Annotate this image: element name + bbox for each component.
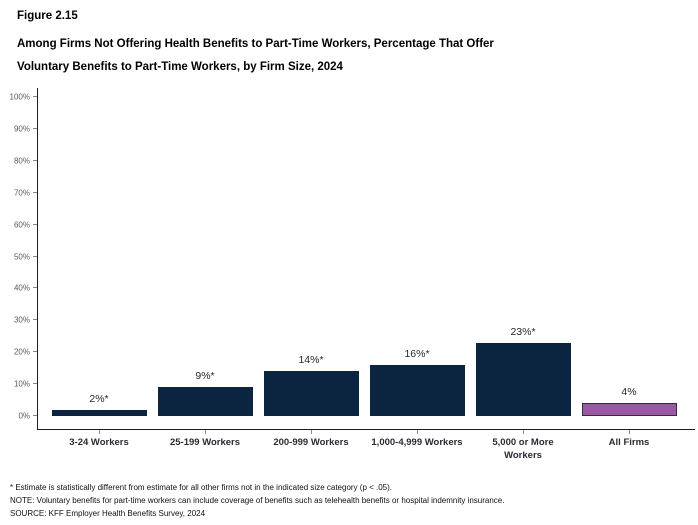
y-tick-label: 50% <box>13 252 30 261</box>
y-tick-label: 0% <box>18 411 30 421</box>
bar-value-label: 14%* <box>298 354 324 367</box>
bar-default <box>369 364 465 416</box>
x-category-label: 5,000 or More Workers <box>470 436 576 462</box>
x-category-label-text: All Firms <box>608 437 650 448</box>
bar-highlight <box>581 403 677 416</box>
x-category-label: 200-999 Workers <box>258 436 364 462</box>
footnote-note: NOTE: Voluntary benefits for part-time w… <box>10 496 505 505</box>
y-tick-mark <box>33 127 37 129</box>
y-tick-mark <box>33 255 37 257</box>
x-axis-ticks <box>46 429 682 434</box>
figure-title-line-1: Among Firms Not Offering Health Benefits… <box>17 38 494 50</box>
figure-number: Figure 2.15 <box>17 10 78 22</box>
bar-slot: 9%* <box>152 370 258 416</box>
bars-row: 2%* 9%* 14%* 16%* 23%* 4% <box>46 88 682 416</box>
x-tick-mark <box>523 430 524 434</box>
y-tick-label: 60% <box>13 220 30 230</box>
figure-header: Figure 2.15 Among Firms Not Offering Hea… <box>17 10 687 79</box>
x-category-label: All Firms <box>576 436 682 462</box>
x-category-label-text: 1,000-4,999 Workers <box>371 437 463 448</box>
bar-slot: 2%* <box>46 393 152 416</box>
bar-default <box>263 371 359 416</box>
bar-value-label: 16%* <box>404 347 430 360</box>
y-tick-mark <box>33 159 37 161</box>
bar-slot: 4% <box>576 386 682 416</box>
bar-value-label: 23%* <box>510 325 536 338</box>
bar-default <box>475 342 571 416</box>
bar-value-label: 2%* <box>89 392 109 405</box>
x-category-label-text: 200-999 Workers <box>273 437 349 448</box>
x-category-label: 25-199 Workers <box>152 436 258 462</box>
footnote-source: SOURCE: KFF Employer Health Benefits Sur… <box>10 509 206 518</box>
y-tick-label: 30% <box>13 315 30 325</box>
x-category-label: 1,000-4,999 Workers <box>364 436 470 462</box>
bar-slot: 14%* <box>258 354 364 416</box>
y-tick-label: 90% <box>13 124 30 134</box>
bar-value-label: 4% <box>621 386 637 399</box>
bar-slot: 16%* <box>364 348 470 416</box>
bar-slot: 23%* <box>470 326 576 416</box>
x-tick-mark <box>311 430 312 434</box>
x-category-label-text: 3-24 Workers <box>69 437 129 448</box>
x-tick-mark <box>205 430 206 434</box>
x-category-label: 3-24 Workers <box>46 436 152 462</box>
x-tick-mark <box>629 430 630 434</box>
y-tick-mark <box>33 351 37 353</box>
x-tick-mark <box>99 430 100 434</box>
y-tick-label: 40% <box>13 283 30 293</box>
y-tick-label: 80% <box>13 156 30 166</box>
y-tick-label: 70% <box>13 188 30 198</box>
x-tick-mark <box>417 430 418 434</box>
bar-value-label: 9%* <box>195 370 215 383</box>
y-tick-mark <box>33 96 37 97</box>
y-tick-mark <box>33 319 37 321</box>
y-tick-label: 100% <box>9 92 30 102</box>
x-category-label-text: 5,000 or More Workers <box>492 437 554 461</box>
y-tick-label: 10% <box>13 379 30 389</box>
footnotes: * Estimate is statistically different fr… <box>10 481 695 520</box>
y-tick-mark <box>33 223 37 225</box>
bar-default <box>51 409 147 416</box>
bar-chart-plot-area: 0% 10% 20% 30% 40% 50% 60% 70% 80% 90% 100% 2%* 9%*… <box>10 88 695 461</box>
x-axis-category-labels: 3-24 Workers 25-199 Workers 200-999 Worker… <box>46 436 682 462</box>
y-tick-mark <box>33 415 37 416</box>
figure-title-line-2: Voluntary Benefits to Part-Time Workers,… <box>17 61 343 73</box>
bar-default <box>157 387 253 416</box>
x-category-label-text: 25-199 Workers <box>169 437 241 448</box>
y-tick-mark <box>33 383 37 385</box>
footnote-estimate: * Estimate is statistically different fr… <box>10 483 393 492</box>
y-tick-label: 20% <box>13 347 30 357</box>
y-tick-mark <box>33 191 37 193</box>
y-tick-mark <box>33 287 37 289</box>
